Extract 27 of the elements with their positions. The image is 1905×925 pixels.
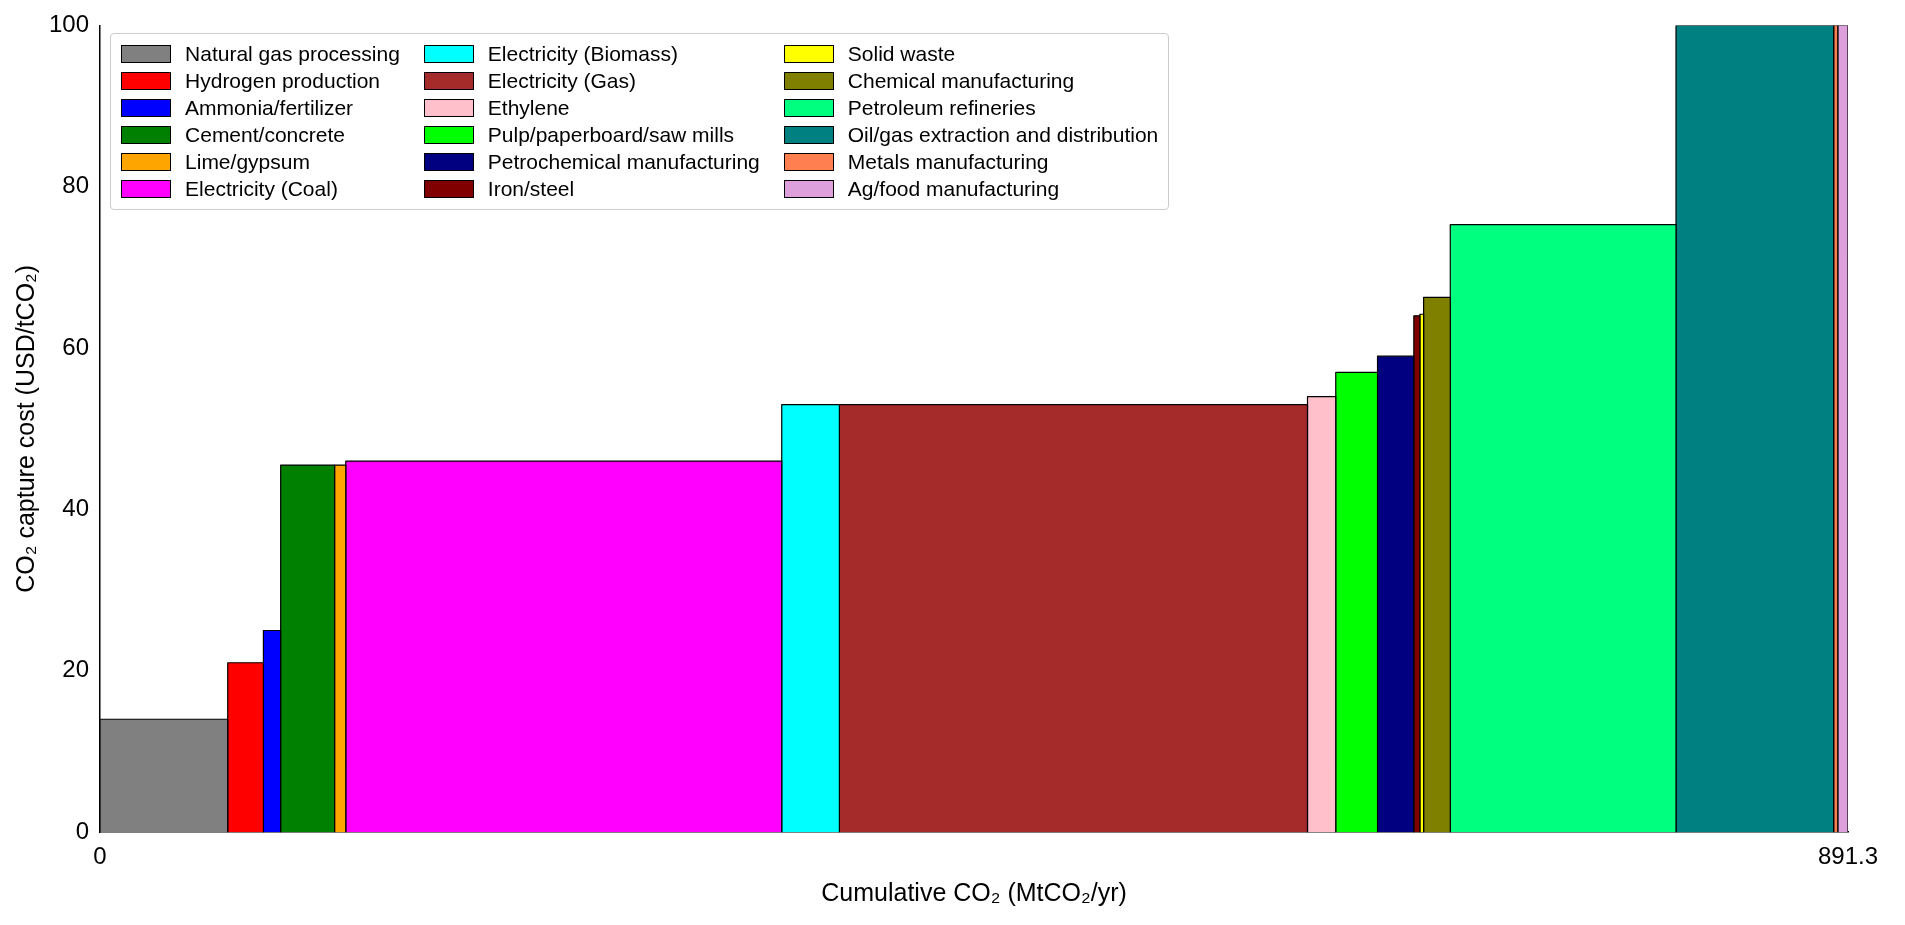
legend-label: Ammonia/fertilizer	[185, 96, 354, 121]
legend-label: Oil/gas extraction and distribution	[847, 123, 1159, 148]
legend-label: Solid waste	[847, 42, 956, 67]
legend-label: Ag/food manufacturing	[847, 177, 1060, 202]
legend-label: Petrochemical manufacturing	[487, 150, 760, 175]
legend-label: Electricity (Biomass)	[487, 42, 679, 67]
legend-label: Lime/gypsum	[185, 150, 310, 175]
x-tick-label: 891.3	[1817, 842, 1879, 870]
legend-label: Metals manufacturing	[847, 150, 1049, 175]
y-tick-label: 80	[62, 171, 90, 199]
y-tick-label: 0	[75, 816, 90, 844]
legend-label: Electricity (Coal)	[185, 177, 338, 202]
legend-label: Ethylene	[487, 96, 570, 121]
y-tick-label: 20	[62, 655, 90, 683]
legend-label: Hydrogen production	[185, 69, 380, 94]
y-axis-title: CO₂ capture cost (USD/tCO₂)	[10, 264, 39, 593]
legend-label: Natural gas processing	[185, 42, 400, 67]
x-axis-title: Cumulative CO₂ (MtCO₂/yr)	[821, 877, 1127, 906]
legend-label: Pulp/paperboard/saw mills	[487, 123, 735, 148]
legend-label: Petroleum refineries	[847, 96, 1036, 121]
legend-label: Iron/steel	[487, 177, 575, 202]
y-tick-label: 60	[62, 332, 90, 360]
y-tick-label: 100	[49, 10, 90, 38]
y-tick-label: 40	[62, 494, 90, 522]
legend-label: Electricity (Gas)	[487, 69, 636, 94]
legend-label: Cement/concrete	[185, 123, 345, 148]
legend-label: Chemical manufacturing	[847, 69, 1075, 94]
